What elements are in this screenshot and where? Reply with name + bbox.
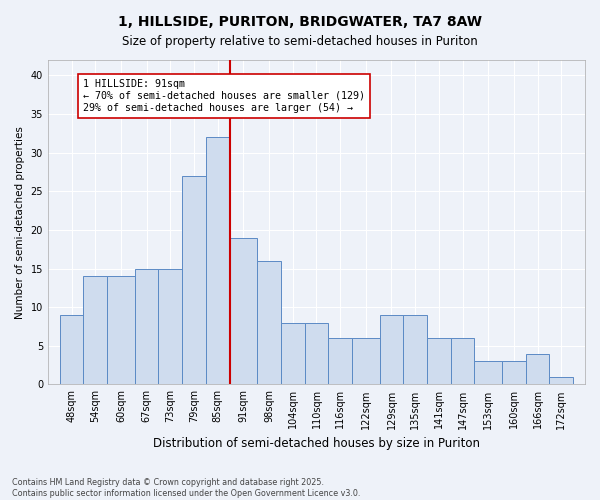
Bar <box>135 268 158 384</box>
Bar <box>526 354 550 384</box>
Bar <box>328 338 352 384</box>
Bar <box>352 338 380 384</box>
Bar <box>281 322 305 384</box>
Bar <box>230 238 257 384</box>
Bar <box>206 137 230 384</box>
Bar <box>380 315 403 384</box>
Text: 1 HILLSIDE: 91sqm
← 70% of semi-detached houses are smaller (129)
29% of semi-de: 1 HILLSIDE: 91sqm ← 70% of semi-detached… <box>83 80 365 112</box>
Bar <box>257 261 281 384</box>
Y-axis label: Number of semi-detached properties: Number of semi-detached properties <box>15 126 25 318</box>
X-axis label: Distribution of semi-detached houses by size in Puriton: Distribution of semi-detached houses by … <box>153 437 480 450</box>
Bar <box>502 362 526 384</box>
Bar <box>83 276 107 384</box>
Bar <box>403 315 427 384</box>
Bar <box>475 362 502 384</box>
Bar <box>451 338 475 384</box>
Text: 1, HILLSIDE, PURITON, BRIDGWATER, TA7 8AW: 1, HILLSIDE, PURITON, BRIDGWATER, TA7 8A… <box>118 15 482 29</box>
Bar <box>107 276 135 384</box>
Bar <box>182 176 206 384</box>
Bar <box>158 268 182 384</box>
Bar <box>60 315 83 384</box>
Bar <box>427 338 451 384</box>
Text: Size of property relative to semi-detached houses in Puriton: Size of property relative to semi-detach… <box>122 35 478 48</box>
Bar <box>550 376 573 384</box>
Text: Contains HM Land Registry data © Crown copyright and database right 2025.
Contai: Contains HM Land Registry data © Crown c… <box>12 478 361 498</box>
Bar <box>305 322 328 384</box>
